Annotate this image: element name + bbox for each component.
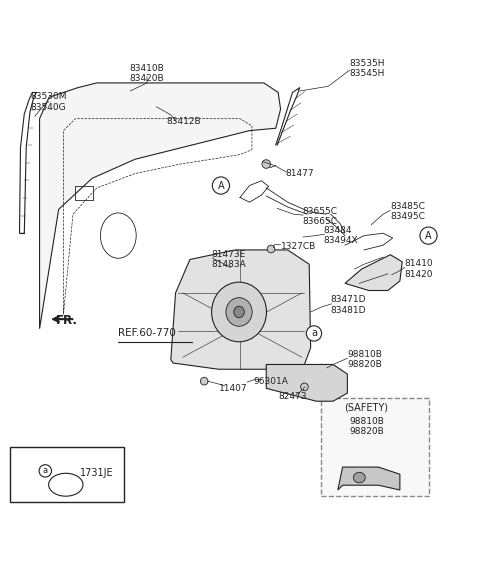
Text: REF.60-770: REF.60-770 (118, 328, 176, 339)
Text: 82473: 82473 (278, 392, 307, 401)
Text: a: a (43, 467, 48, 475)
Ellipse shape (234, 306, 244, 318)
Bar (75, 187, 94, 200)
Text: FR.: FR. (56, 314, 78, 327)
Ellipse shape (353, 472, 365, 483)
Text: A: A (217, 181, 224, 191)
FancyBboxPatch shape (321, 398, 429, 496)
Text: 1327CB: 1327CB (281, 242, 316, 250)
Polygon shape (39, 83, 281, 329)
Ellipse shape (262, 160, 271, 168)
Text: 83485C
83495C: 83485C 83495C (390, 202, 425, 221)
Text: 98810B
98820B: 98810B 98820B (348, 350, 382, 370)
Circle shape (420, 227, 437, 244)
Text: 83655C
83665C: 83655C 83665C (302, 207, 337, 226)
Text: 81477: 81477 (285, 169, 314, 178)
Circle shape (212, 177, 229, 194)
Circle shape (39, 465, 51, 477)
Text: 1731JE: 1731JE (80, 468, 114, 478)
Text: A: A (425, 231, 432, 241)
Polygon shape (345, 254, 402, 290)
Polygon shape (266, 364, 348, 401)
Text: 83535H
83545H: 83535H 83545H (350, 59, 385, 78)
Polygon shape (171, 250, 311, 370)
Text: 83412B: 83412B (166, 117, 201, 125)
Text: (SAFETY): (SAFETY) (345, 403, 388, 413)
Text: 98810B
98820B: 98810B 98820B (349, 417, 384, 436)
Text: 83471D
83481D: 83471D 83481D (331, 295, 366, 314)
Text: 81473E
81483A: 81473E 81483A (211, 250, 246, 269)
Text: a: a (311, 328, 317, 339)
Text: 81410
81420: 81410 81420 (405, 259, 433, 279)
Circle shape (306, 326, 322, 341)
Ellipse shape (226, 297, 252, 327)
Text: 83530M
83540G: 83530M 83540G (30, 92, 67, 112)
Text: 83484
83494X: 83484 83494X (324, 226, 358, 245)
Polygon shape (338, 467, 400, 490)
Text: 96301A: 96301A (253, 376, 288, 386)
Ellipse shape (200, 377, 208, 385)
Text: 83410B
83420B: 83410B 83420B (130, 64, 164, 83)
Ellipse shape (300, 383, 308, 390)
Ellipse shape (212, 282, 266, 342)
Text: 11407: 11407 (218, 384, 247, 393)
Ellipse shape (267, 245, 275, 253)
FancyBboxPatch shape (10, 447, 124, 502)
